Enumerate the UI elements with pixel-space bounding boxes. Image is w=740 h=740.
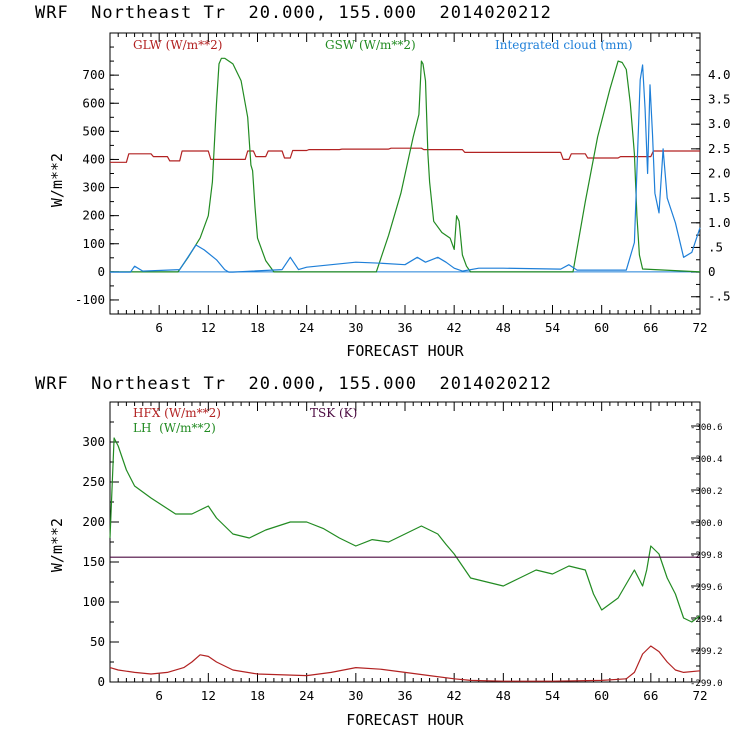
y-tick-label: 700 bbox=[82, 67, 105, 82]
chart-title: WRF Northeast Tr 20.000, 155.000 2014020… bbox=[35, 3, 552, 23]
x-tick-label: 66 bbox=[643, 688, 658, 703]
y-tick-label: 0 bbox=[97, 674, 105, 689]
x-tick-label: 54 bbox=[545, 320, 560, 335]
y2-tick-label: 2.5 bbox=[708, 141, 731, 156]
y2-tick-label: 3.5 bbox=[708, 92, 731, 107]
y2-tick-label: -300.2 bbox=[690, 487, 723, 497]
y-tick-label: 100 bbox=[82, 594, 105, 609]
y2-tick-label: -299.6 bbox=[690, 583, 723, 593]
radiation-chart: WRF Northeast Tr 20.000, 155.000 2014020… bbox=[35, 3, 731, 360]
x-axis: 6 12 18 24 30 36 42 48 54 60 66 72 bbox=[109, 402, 708, 703]
y-tick-label: 400 bbox=[82, 151, 105, 166]
x-tick-label: 36 bbox=[397, 320, 412, 335]
y-axis-right: -.5 0 .5 1.0 1.5 2.0 2.5 3.0 3.5 4.0 bbox=[691, 37, 731, 310]
x-tick-label: 60 bbox=[594, 320, 609, 335]
y2-tick-label: -300.6 bbox=[690, 423, 723, 433]
y2-tick-label: 2.0 bbox=[708, 166, 731, 181]
x-tick-label: 48 bbox=[496, 320, 511, 335]
y-axis-left: 0 50 100 150 200 250 300 bbox=[82, 401, 119, 689]
y-tick-label: -100 bbox=[75, 292, 105, 307]
y2-tick-label: 0 bbox=[708, 264, 716, 279]
x-tick-label: 42 bbox=[447, 688, 462, 703]
y2-tick-label: 1.5 bbox=[708, 190, 731, 205]
x-tick-label: 12 bbox=[201, 320, 216, 335]
y2-tick-label: 1.0 bbox=[708, 215, 731, 230]
series-line-glw bbox=[110, 147, 700, 163]
y-tick-label: 200 bbox=[82, 208, 105, 223]
x-tick-label: 72 bbox=[692, 688, 707, 703]
y2-tick-label: -299.4 bbox=[690, 615, 723, 625]
x-tick-label: 30 bbox=[348, 320, 363, 335]
y2-tick-label: 4.0 bbox=[708, 67, 731, 82]
series-group bbox=[109, 437, 701, 682]
x-tick-label: 18 bbox=[250, 688, 265, 703]
legend-tsk: TSK (K) bbox=[310, 406, 357, 420]
legend-lh: LH (W/m**2) bbox=[133, 421, 216, 435]
chart-title: WRF Northeast Tr 20.000, 155.000 2014020… bbox=[35, 374, 552, 394]
y2-tick-label: -.5 bbox=[708, 289, 731, 304]
legend-hfx: HFX (W/m**2) bbox=[133, 406, 221, 420]
x-tick-label: 24 bbox=[299, 688, 314, 703]
y2-tick-label: -299.2 bbox=[690, 647, 723, 657]
legend-gsw: GSW (W/m**2) bbox=[325, 38, 416, 52]
x-tick-label: 18 bbox=[250, 320, 265, 335]
x-tick-label: 54 bbox=[545, 688, 560, 703]
y-axis-right: -299.0 -299.2 -299.4 -299.6 -299.8 -300.0 -300… bbox=[690, 409, 723, 689]
y-tick-label: 150 bbox=[82, 554, 105, 569]
x-tick-label: 6 bbox=[155, 688, 163, 703]
y-tick-label: 100 bbox=[82, 236, 105, 251]
x-tick-label: 42 bbox=[447, 320, 462, 335]
x-tick-label: 30 bbox=[348, 688, 363, 703]
series-line-integrated bbox=[110, 64, 701, 273]
x-tick-label: 60 bbox=[594, 688, 609, 703]
x-tick-label: 12 bbox=[201, 688, 216, 703]
x-axis-label: FORECAST HOUR bbox=[346, 711, 464, 729]
y-axis-left: -100 0 100 200 300 400 500 600 700 bbox=[75, 32, 119, 315]
x-axis-label: FORECAST HOUR bbox=[346, 342, 464, 360]
y-tick-label: 600 bbox=[82, 95, 105, 110]
y-tick-label: 200 bbox=[82, 514, 105, 529]
x-tick-label: 24 bbox=[299, 320, 314, 335]
legend-glw: GLW (W/m**2) bbox=[133, 38, 222, 52]
y-tick-label: 500 bbox=[82, 123, 105, 138]
series-line-hfx bbox=[109, 645, 701, 682]
y2-tick-label: -300.4 bbox=[690, 455, 723, 465]
y2-tick-label: -299.8 bbox=[690, 551, 723, 561]
x-tick-label: 36 bbox=[397, 688, 412, 703]
y-tick-label: 300 bbox=[82, 434, 105, 449]
y2-tick-label: 3.0 bbox=[708, 116, 731, 131]
y-axis-label: W/m**2 bbox=[48, 518, 66, 572]
surface-flux-chart: WRF Northeast Tr 20.000, 155.000 2014020… bbox=[35, 374, 723, 729]
series-line-lh bbox=[109, 437, 701, 623]
y2-tick-label: .5 bbox=[708, 239, 723, 254]
y-tick-label: 250 bbox=[82, 474, 105, 489]
y2-tick-label: -299.0 bbox=[690, 679, 723, 689]
series-group bbox=[110, 57, 701, 273]
x-tick-label: 72 bbox=[692, 320, 707, 335]
y-tick-label: 50 bbox=[90, 634, 105, 649]
y-tick-label: 300 bbox=[82, 180, 105, 195]
series-line-gsw bbox=[110, 57, 701, 273]
y2-tick-label: -300.0 bbox=[690, 519, 723, 529]
y-tick-label: 0 bbox=[97, 264, 105, 279]
y-axis-label: W/m**2 bbox=[48, 153, 66, 207]
x-tick-label: 48 bbox=[496, 688, 511, 703]
x-tick-label: 6 bbox=[155, 320, 163, 335]
legend-integrated-cloud: Integrated cloud (mm) bbox=[495, 38, 633, 52]
x-tick-label: 66 bbox=[643, 320, 658, 335]
